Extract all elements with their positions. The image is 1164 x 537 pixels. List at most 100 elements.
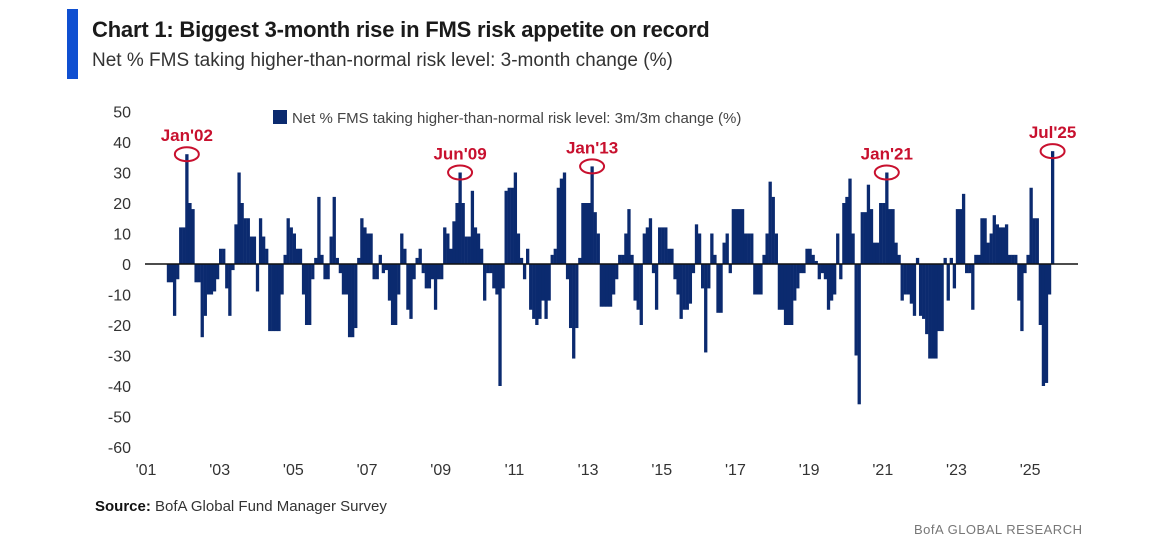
- bar: [946, 264, 950, 301]
- bars: [166, 151, 1055, 405]
- bar: [452, 221, 456, 264]
- bar: [605, 264, 610, 307]
- bar: [246, 218, 250, 264]
- bar: [872, 242, 877, 264]
- bar: [1035, 218, 1039, 264]
- bar: [624, 233, 628, 264]
- y-tick-label: -30: [108, 349, 131, 366]
- bar: [633, 264, 637, 301]
- bar: [799, 264, 803, 274]
- bar: [280, 264, 284, 295]
- bar: [492, 264, 496, 289]
- legend-label: Net % FMS taking higher-than-normal risk…: [292, 110, 741, 127]
- bar: [971, 264, 975, 310]
- bar: [1038, 264, 1042, 325]
- bar: [225, 264, 229, 289]
- bar: [747, 233, 751, 264]
- bar: [740, 209, 745, 264]
- bar: [679, 264, 683, 319]
- bar: [375, 264, 379, 280]
- bar: [258, 218, 263, 264]
- bar: [467, 236, 471, 264]
- bar: [839, 264, 843, 280]
- bar: [866, 184, 871, 264]
- bar: [424, 264, 428, 289]
- bar: [845, 196, 849, 264]
- x-tick-label: '19: [799, 462, 820, 479]
- bar: [897, 254, 901, 264]
- bar: [418, 248, 422, 264]
- bar: [790, 264, 794, 325]
- bar: [915, 257, 920, 264]
- bar: [568, 264, 573, 329]
- bar: [682, 264, 686, 310]
- bar: [955, 209, 960, 264]
- bar: [295, 248, 300, 264]
- bar: [522, 264, 527, 280]
- x-tick-label: '01: [136, 462, 157, 479]
- bar: [998, 227, 1003, 264]
- bar: [900, 264, 904, 301]
- bar: [504, 190, 508, 264]
- bar: [786, 264, 791, 325]
- y-tick-label: 10: [113, 227, 131, 244]
- bar: [197, 264, 201, 283]
- bar: [274, 264, 278, 332]
- bar: [489, 264, 493, 274]
- bar: [513, 172, 518, 264]
- bar: [879, 203, 883, 264]
- bar: [615, 264, 619, 280]
- bar: [768, 181, 772, 264]
- bar: [654, 264, 659, 310]
- bar: [765, 233, 769, 264]
- bar: [918, 264, 923, 316]
- bar: [298, 248, 303, 264]
- bar: [621, 254, 625, 264]
- bar: [323, 264, 327, 280]
- bar: [283, 254, 287, 264]
- bar: [360, 218, 364, 264]
- bar: [719, 264, 723, 313]
- bar: [430, 264, 435, 280]
- bar: [1029, 187, 1033, 264]
- bar: [780, 264, 785, 310]
- bar: [958, 209, 963, 264]
- bar: [937, 264, 941, 332]
- bar: [544, 264, 548, 319]
- bar: [842, 203, 846, 264]
- bar: [965, 264, 969, 274]
- bar: [409, 264, 413, 319]
- y-tick-label: -10: [108, 288, 131, 305]
- bar: [182, 227, 186, 264]
- bar: [464, 236, 468, 264]
- bar: [808, 248, 812, 264]
- bar: [1014, 254, 1018, 264]
- bar: [667, 248, 671, 264]
- bar: [691, 264, 696, 274]
- bar: [697, 233, 702, 264]
- annotations: Jan'02 Jun'09 Jan'13 Jan'21 Jul'25: [161, 123, 1076, 181]
- bar: [550, 254, 554, 264]
- bar: [301, 264, 306, 295]
- bar: [961, 193, 966, 264]
- bar: [384, 264, 389, 271]
- bar: [553, 248, 557, 264]
- bar: [783, 264, 788, 325]
- bar: [341, 264, 346, 295]
- bar: [584, 203, 588, 264]
- x-tick-label: '11: [505, 462, 525, 479]
- bar: [940, 264, 944, 332]
- bar: [777, 264, 782, 310]
- bar: [903, 264, 907, 295]
- bar: [743, 233, 748, 264]
- bar: [397, 264, 401, 295]
- bar: [1032, 218, 1036, 264]
- bar: [228, 264, 232, 316]
- bar: [943, 257, 947, 264]
- bar: [802, 264, 806, 274]
- bar: [501, 264, 505, 289]
- bar: [882, 203, 886, 264]
- bar: [547, 264, 551, 301]
- bar: [713, 254, 717, 264]
